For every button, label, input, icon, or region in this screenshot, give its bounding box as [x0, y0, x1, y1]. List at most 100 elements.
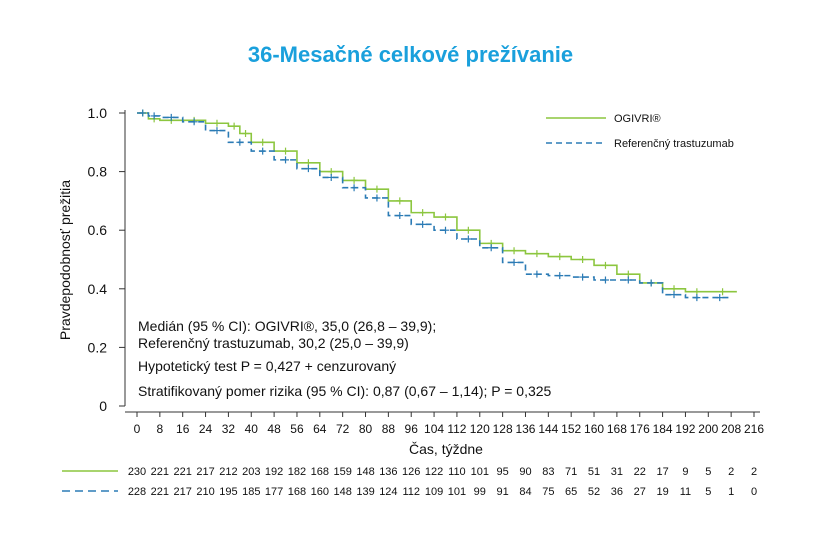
x-tick-label: 144	[538, 422, 558, 436]
reference-censor-mark	[396, 212, 404, 220]
risk-count-reference: 27	[634, 486, 646, 498]
reference-censor-mark	[167, 113, 175, 121]
x-tick-label: 88	[382, 422, 396, 436]
risk-count-reference: 84	[519, 486, 531, 498]
risk-count-reference: 109	[425, 486, 443, 498]
reference-censor-mark	[693, 294, 701, 302]
ogivri-censor-mark	[510, 247, 518, 255]
y-tick-label: 0.2	[88, 339, 108, 355]
x-tick-label: 104	[424, 422, 444, 436]
risk-count-reference: 112	[402, 486, 420, 498]
reference-censor-mark	[419, 220, 427, 228]
reference-censor-mark	[464, 235, 472, 243]
reference-censor-mark	[190, 118, 198, 126]
risk-count-reference: 91	[497, 486, 509, 498]
x-tick-label: 120	[470, 422, 490, 436]
risk-count-ogivri: 126	[402, 466, 420, 478]
ogivri-censor-mark	[282, 147, 290, 155]
risk-count-ogivri: 122	[425, 466, 443, 478]
risk-count-reference: 148	[333, 486, 351, 498]
risk-count-reference: 75	[542, 486, 554, 498]
reference-censor-mark	[579, 273, 587, 281]
x-tick-label: 0	[134, 422, 141, 436]
x-tick-label: 216	[744, 422, 764, 436]
risk-count-ogivri: 159	[333, 466, 351, 478]
x-tick-label: 192	[675, 422, 695, 436]
reference-censor-mark	[304, 165, 312, 173]
risk-count-ogivri: 182	[288, 466, 306, 478]
ogivri-censor-mark	[242, 130, 250, 138]
risk-count-reference: 52	[588, 486, 600, 498]
x-axis-label: Čas, týždne	[409, 441, 483, 457]
risk-count-reference: 5	[705, 486, 711, 498]
risk-count-ogivri: 148	[356, 466, 374, 478]
ogivri-censor-mark	[259, 138, 267, 146]
ogivri-censor-mark	[396, 197, 404, 205]
ogivri-censor-mark	[556, 253, 564, 261]
risk-count-reference: 160	[311, 486, 329, 498]
x-tick-label: 112	[447, 422, 466, 436]
reference-censor-mark	[213, 127, 221, 135]
x-tick-label: 184	[653, 422, 673, 436]
ogivri-censor-mark	[579, 256, 587, 263]
risk-count-reference: 11	[680, 486, 691, 498]
reference-censor-mark	[282, 156, 290, 164]
x-tick-label: 128	[493, 422, 513, 436]
reference-censor-mark	[259, 147, 267, 155]
risk-count-reference: 99	[474, 486, 486, 498]
y-tick-label: 0.8	[88, 164, 108, 180]
risk-count-ogivri: 5	[705, 466, 711, 478]
risk-count-ogivri: 203	[242, 466, 260, 478]
risk-count-ogivri: 95	[497, 466, 509, 478]
risk-count-reference: 139	[356, 486, 374, 498]
risk-count-ogivri: 136	[379, 466, 397, 478]
ogivri-censor-mark	[533, 250, 541, 258]
series-layer	[137, 109, 737, 302]
legend-label-ogivri: OGIVRI®	[614, 113, 661, 125]
y-tick-label: 0.6	[88, 222, 108, 238]
risk-count-reference: 168	[288, 486, 306, 498]
risk-count-ogivri: 212	[219, 466, 237, 478]
x-tick-label: 72	[336, 422, 350, 436]
risk-count-reference: 195	[219, 486, 237, 498]
reference-censor-mark	[647, 279, 655, 287]
x-tick-label: 16	[176, 422, 190, 436]
risk-count-ogivri: 217	[196, 466, 214, 478]
ogivri-censor-mark	[373, 185, 381, 193]
risk-count-ogivri: 2	[728, 466, 734, 478]
risk-count-reference: 124	[379, 486, 397, 498]
risk-count-reference: 177	[265, 486, 283, 498]
reference-censor-mark	[670, 291, 678, 299]
risk-count-reference: 0	[751, 486, 757, 498]
x-tick-label: 136	[515, 422, 535, 436]
x-tick-label: 168	[607, 422, 627, 436]
risk-count-ogivri: 22	[634, 466, 646, 478]
risk-count-ogivri: 101	[471, 466, 489, 478]
x-tick-label: 96	[405, 422, 419, 436]
risk-count-reference: 185	[242, 486, 260, 498]
reference-censor-mark	[510, 258, 518, 266]
ogivri-censor-mark	[442, 213, 449, 221]
y-tick-label: 0	[99, 398, 107, 414]
risk-count-ogivri: 31	[611, 466, 623, 478]
reference-censor-mark	[487, 244, 495, 252]
ogivri-censor-mark	[230, 122, 238, 130]
risk-count-ogivri: 221	[151, 466, 169, 478]
x-tick-label: 48	[267, 422, 281, 436]
risk-count-ogivri: 110	[448, 466, 466, 478]
reference-censor-mark	[236, 138, 244, 146]
risk-count-reference: 210	[196, 486, 214, 498]
reference-censor-mark	[716, 294, 724, 302]
risk-count-ogivri: 221	[174, 466, 192, 478]
risk-count-ogivri: 51	[588, 466, 600, 478]
ogivri-censor-mark	[213, 119, 221, 127]
risk-count-ogivri: 2	[751, 466, 757, 478]
x-tick-label: 160	[584, 422, 604, 436]
x-tick-label: 8	[157, 422, 164, 436]
annotation-median-ogivri: Medián (95 % CI): OGIVRI®, 35,0 (26,8 – …	[138, 318, 437, 334]
ogivri-censor-mark	[719, 288, 727, 296]
x-tick-label: 200	[698, 422, 718, 436]
risk-count-ogivri: 71	[565, 466, 577, 478]
reference-censor-mark	[601, 276, 609, 284]
reference-censor-mark	[373, 194, 381, 202]
